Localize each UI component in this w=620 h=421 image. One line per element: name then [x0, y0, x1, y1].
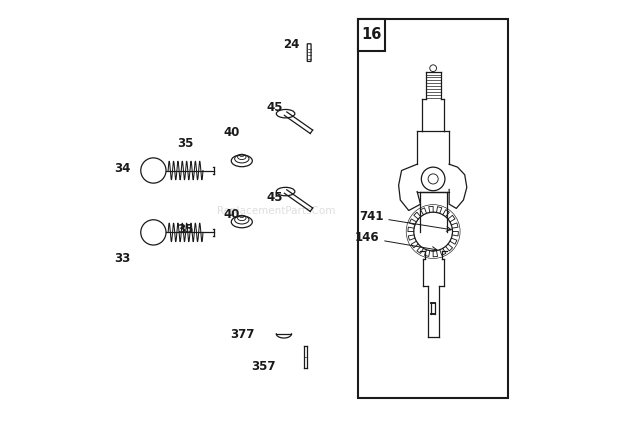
Bar [358, 19, 384, 51]
Text: ReplacementPartsCom: ReplacementPartsCom [217, 205, 335, 216]
Text: 377: 377 [231, 328, 255, 341]
Bar [358, 19, 508, 398]
Text: 146: 146 [355, 232, 437, 251]
Text: 45: 45 [266, 101, 283, 114]
Text: 35: 35 [177, 223, 194, 236]
Text: 741: 741 [359, 210, 451, 231]
Text: 40: 40 [224, 208, 241, 221]
Text: 34: 34 [115, 162, 131, 175]
Text: 40: 40 [224, 126, 241, 139]
Text: 35: 35 [177, 137, 194, 149]
Text: 357: 357 [252, 360, 276, 373]
Text: 24: 24 [283, 38, 299, 51]
Text: 45: 45 [266, 192, 283, 204]
Text: 33: 33 [115, 253, 131, 265]
Text: 16: 16 [361, 27, 382, 43]
